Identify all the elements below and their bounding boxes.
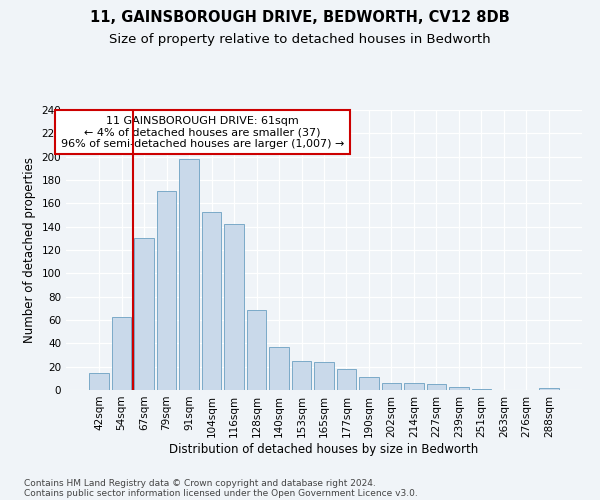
Bar	[157, 190, 176, 390]
Bar	[427, 384, 446, 390]
Text: 11, GAINSBOROUGH DRIVE, BEDWORTH, CV12 8DB: 11, GAINSBOROUGH DRIVE, BEDWORTH, CV12 8…	[90, 10, 510, 25]
Text: Contains HM Land Registry data © Crown copyright and database right 2024.: Contains HM Land Registry data © Crown c…	[24, 478, 376, 488]
Bar	[89, 372, 109, 390]
Bar	[134, 238, 154, 390]
Bar	[337, 369, 356, 390]
Bar	[112, 316, 131, 390]
Bar	[449, 386, 469, 390]
Bar	[247, 310, 266, 390]
Text: Size of property relative to detached houses in Bedworth: Size of property relative to detached ho…	[109, 32, 491, 46]
Bar	[292, 361, 311, 390]
Bar	[404, 383, 424, 390]
X-axis label: Distribution of detached houses by size in Bedworth: Distribution of detached houses by size …	[169, 442, 479, 456]
Bar	[269, 347, 289, 390]
Bar	[539, 388, 559, 390]
Bar	[224, 224, 244, 390]
Y-axis label: Number of detached properties: Number of detached properties	[23, 157, 36, 343]
Bar	[382, 383, 401, 390]
Bar	[359, 377, 379, 390]
Text: 11 GAINSBOROUGH DRIVE: 61sqm
← 4% of detached houses are smaller (37)
96% of sem: 11 GAINSBOROUGH DRIVE: 61sqm ← 4% of det…	[61, 116, 344, 149]
Bar	[202, 212, 221, 390]
Bar	[179, 159, 199, 390]
Bar	[314, 362, 334, 390]
Text: Contains public sector information licensed under the Open Government Licence v3: Contains public sector information licen…	[24, 488, 418, 498]
Bar	[472, 389, 491, 390]
